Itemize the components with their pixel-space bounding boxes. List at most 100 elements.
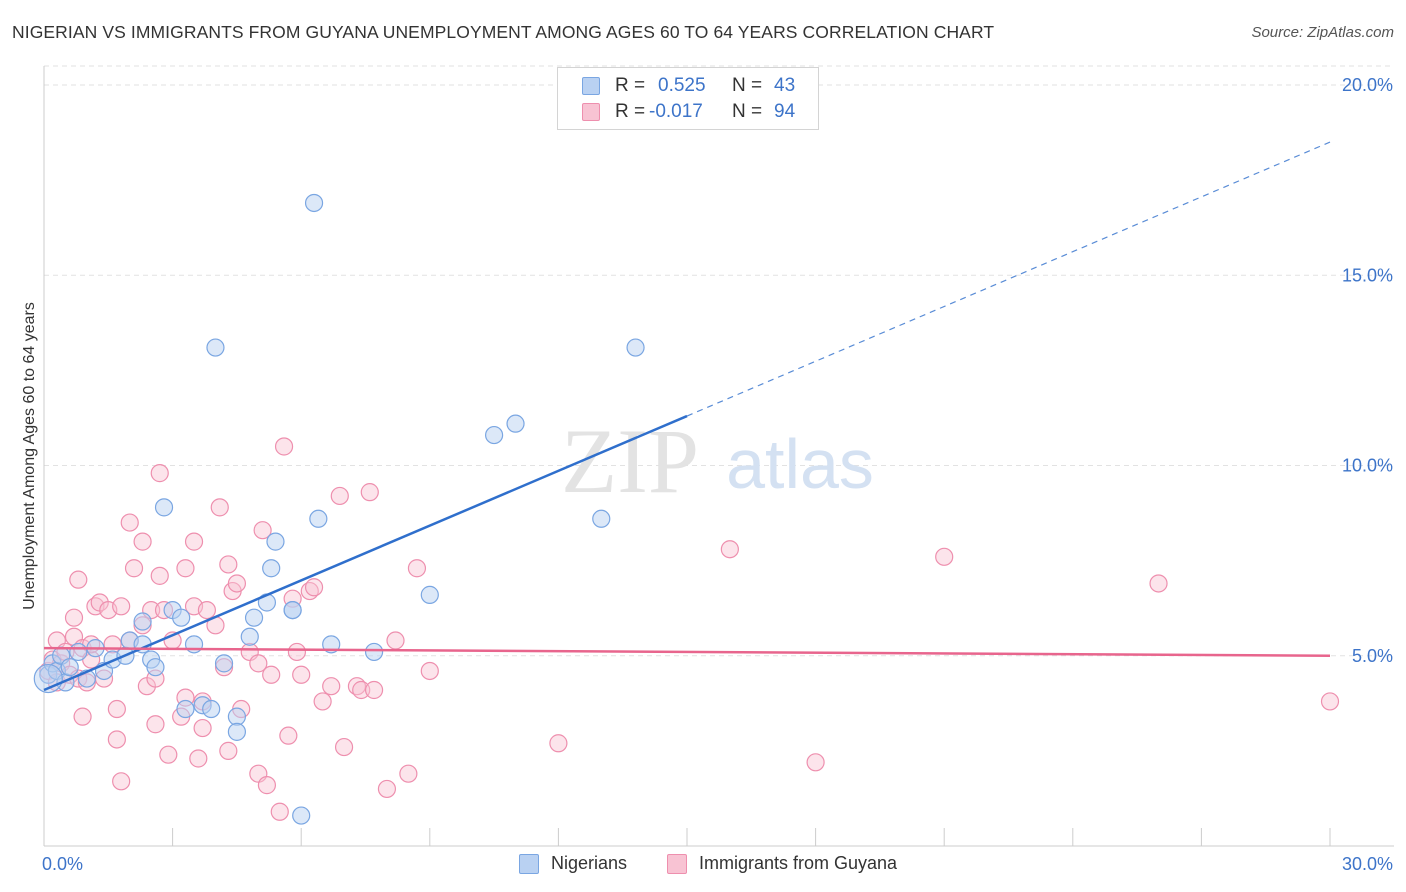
data-point-guyana <box>249 654 268 673</box>
data-point-guyana <box>159 745 178 764</box>
data-point-guyana <box>549 734 568 753</box>
data-point-nigerians <box>206 338 225 357</box>
data-point-nigerians <box>266 532 285 551</box>
y-tick-label: 10.0% <box>1342 456 1393 476</box>
data-point-guyana <box>270 802 289 821</box>
data-point-guyana <box>720 540 739 559</box>
data-point-guyana <box>193 718 212 738</box>
data-point-guyana <box>1149 574 1168 593</box>
data-point-guyana <box>377 779 397 799</box>
axes <box>43 66 1394 847</box>
data-point-guyana <box>262 665 281 684</box>
data-point-guyana <box>219 741 238 760</box>
data-point-guyana <box>219 555 238 574</box>
data-point-guyana <box>133 532 152 551</box>
data-point-guyana <box>806 753 825 772</box>
data-point-guyana <box>274 437 294 456</box>
data-point-guyana <box>112 597 131 616</box>
data-point-guyana <box>334 737 354 757</box>
legend-swatch-guyana <box>667 854 687 874</box>
data-point-nigerians <box>227 722 246 741</box>
data-point-nigerians <box>485 425 504 445</box>
trend-lines <box>43 141 1331 692</box>
data-point-guyana <box>399 764 418 783</box>
data-point-nigerians <box>592 509 611 528</box>
data-point-guyana <box>189 749 208 768</box>
correlation-stats-box: R = 0.525 N = 43 R = -0.017 N = 94 <box>557 67 819 130</box>
data-point-guyana <box>227 574 246 593</box>
series-nigerians-points <box>33 193 645 825</box>
data-point-guyana <box>935 547 954 566</box>
data-point-guyana <box>197 600 216 620</box>
n-label: N = <box>732 101 763 122</box>
data-point-guyana <box>150 566 169 585</box>
data-point-nigerians <box>262 559 281 578</box>
data-point-nigerians <box>214 654 234 673</box>
n-value: 43 <box>774 75 796 96</box>
tick-labels: 5.0% 10.0% 15.0% 20.0% 0.0% 30.0% <box>42 75 1393 874</box>
data-point-guyana <box>330 486 349 506</box>
data-point-guyana <box>420 661 439 681</box>
r-label: R = <box>615 75 646 96</box>
data-point-nigerians <box>304 193 324 213</box>
data-point-guyana <box>364 680 384 700</box>
data-point-guyana <box>146 715 165 734</box>
r-value: 0.525 <box>658 75 706 96</box>
legend-label-nigerians: Nigerians <box>551 853 628 873</box>
data-point-nigerians <box>240 627 259 646</box>
data-point-guyana <box>292 665 311 684</box>
data-point-guyana <box>304 578 324 597</box>
legend: Nigerians Immigrants from Guyana <box>0 852 1406 878</box>
data-point-nigerians <box>60 658 79 677</box>
data-point-guyana <box>107 730 126 749</box>
trend-line-nigerians-extension <box>686 141 1331 417</box>
data-point-nigerians <box>506 414 525 433</box>
data-point-guyana <box>69 570 88 589</box>
data-point-guyana <box>1320 692 1340 711</box>
data-point-guyana <box>253 521 272 540</box>
guyana-swatch <box>582 103 600 121</box>
grid-lines <box>44 65 1394 657</box>
y-tick-label: 20.0% <box>1342 75 1393 95</box>
data-point-nigerians <box>420 585 439 604</box>
data-point-guyana <box>176 559 195 578</box>
y-axis-label: Unemployment Among Ages 60 to 64 years <box>21 302 38 610</box>
data-point-guyana <box>120 513 139 532</box>
nigerians-swatch <box>582 77 600 95</box>
data-point-guyana <box>184 532 204 551</box>
r-label: R = <box>615 101 646 122</box>
data-point-nigerians <box>154 498 174 517</box>
data-point-nigerians <box>626 338 645 357</box>
y-tick-label: 5.0% <box>1352 646 1393 666</box>
data-point-guyana <box>112 772 131 791</box>
watermark-atlas: atlas <box>726 425 874 503</box>
legend-swatch-nigerians <box>519 854 539 874</box>
data-point-guyana <box>386 631 405 650</box>
data-point-guyana <box>352 680 371 700</box>
data-point-nigerians <box>364 642 384 662</box>
data-point-nigerians <box>244 608 264 627</box>
data-point-guyana <box>322 677 341 696</box>
trend-line-nigerians <box>43 414 688 692</box>
data-point-nigerians <box>309 509 328 528</box>
data-point-nigerians <box>292 806 311 825</box>
data-point-nigerians <box>202 699 221 719</box>
data-point-guyana <box>124 559 144 578</box>
data-point-guyana <box>287 642 307 662</box>
data-point-nigerians <box>69 642 88 662</box>
n-value: 94 <box>774 101 796 122</box>
data-point-guyana <box>107 699 126 719</box>
data-point-nigerians <box>176 699 195 719</box>
data-point-guyana <box>313 692 332 711</box>
data-point-nigerians <box>283 600 302 620</box>
data-point-guyana <box>73 707 92 726</box>
x-tick-label: 30.0% <box>1342 854 1393 874</box>
data-point-nigerians <box>133 612 152 631</box>
data-point-guyana <box>64 608 84 627</box>
y-tick-label: 15.0% <box>1342 265 1393 285</box>
x-tick-label: 0.0% <box>42 854 83 874</box>
data-point-guyana <box>257 776 277 795</box>
legend-label-guyana: Immigrants from Guyana <box>699 853 898 873</box>
watermark: ZIP atlas <box>561 410 874 512</box>
